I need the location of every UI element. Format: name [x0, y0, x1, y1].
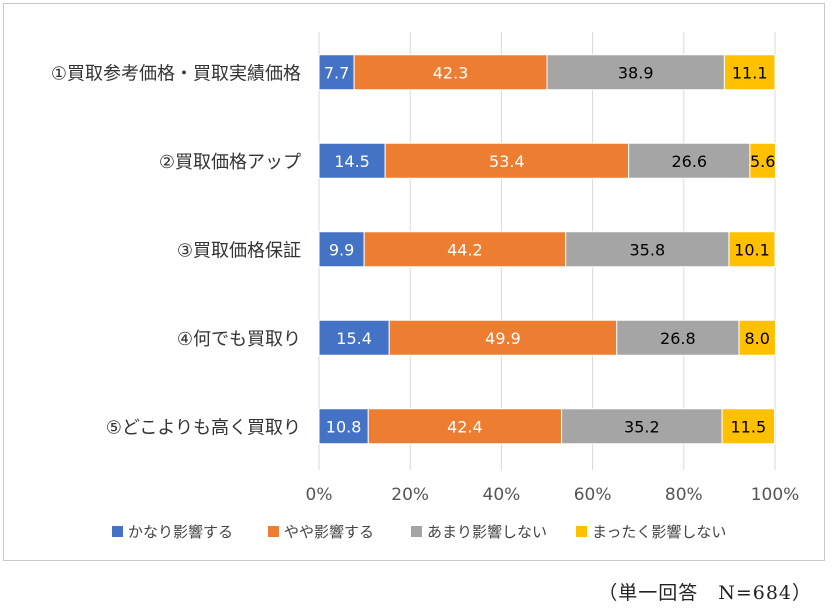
legend-swatch — [112, 526, 123, 537]
legend-swatch — [411, 526, 422, 537]
bar-segment — [628, 142, 751, 179]
data-label: 53.4 — [489, 152, 525, 171]
legend-label: やや影響する — [284, 523, 374, 541]
data-label: 49.9 — [485, 329, 521, 348]
data-label: 38.9 — [618, 63, 654, 82]
legend-swatch — [268, 526, 279, 537]
stacked-bar-chart: ①買取参考価格・買取実績価格 7.7 42.3 38.9 11.1 ②買取価格アップ 14.… — [51, 32, 800, 541]
data-label: 11.1 — [732, 63, 768, 82]
bar-segment — [318, 319, 390, 356]
bar-segment — [367, 408, 563, 445]
bar-segment — [363, 231, 567, 268]
data-label: 8.0 — [744, 329, 769, 348]
bar-segment — [738, 319, 776, 356]
data-label: 11.5 — [731, 417, 767, 436]
x-tick-label: 60% — [574, 485, 612, 505]
bar-segment — [721, 408, 776, 445]
category-label: ②買取価格アップ — [159, 152, 301, 173]
bar-segment — [318, 231, 365, 268]
x-tick-label: 40% — [483, 485, 521, 505]
x-tick-label: 20% — [391, 485, 429, 505]
data-label: 10.8 — [326, 417, 362, 436]
chart-frame: ①買取参考価格・買取実績価格 7.7 42.3 38.9 11.1 ②買取価格アップ 14.… — [3, 3, 825, 561]
bar-segment — [388, 319, 618, 356]
data-label: 42.4 — [447, 417, 483, 436]
x-tick-label: 100% — [751, 485, 800, 505]
category-label: ⑤どこよりも高く買取り — [106, 417, 301, 438]
bar-segment — [565, 231, 730, 268]
data-label: 14.5 — [334, 152, 370, 171]
response-note: （単一回答 N=684） — [598, 582, 812, 604]
category-label: ①買取参考価格・買取実績価格 — [51, 63, 301, 84]
data-label: 10.1 — [734, 240, 770, 259]
data-label: 35.8 — [630, 240, 666, 259]
category-label: ③買取価格保証 — [177, 240, 301, 261]
data-label: 35.2 — [624, 417, 660, 436]
data-label: 42.3 — [433, 63, 469, 82]
data-label: 9.9 — [329, 240, 354, 259]
legend-label: あまり影響しない — [427, 523, 547, 541]
data-label: 26.8 — [660, 329, 696, 348]
category-label: ④何でも買取り — [177, 329, 301, 350]
bar-segment — [749, 142, 776, 179]
legend-label: まったく影響しない — [592, 523, 726, 541]
bar-segment — [384, 142, 630, 179]
legend-label: かなり影響する — [128, 523, 233, 541]
bar-segment — [318, 408, 369, 445]
data-label: 44.2 — [447, 240, 483, 259]
bar-segment — [318, 142, 386, 179]
bar-segment — [318, 54, 355, 91]
bar-segment — [723, 54, 776, 91]
data-label: 7.7 — [324, 63, 349, 82]
x-tick-label: 0% — [306, 485, 333, 505]
bar-segment — [728, 231, 776, 268]
data-label: 5.6 — [750, 152, 775, 171]
data-label: 15.4 — [336, 329, 372, 348]
data-label: 26.6 — [671, 152, 707, 171]
legend-swatch — [576, 526, 587, 537]
x-tick-label: 80% — [665, 485, 703, 505]
